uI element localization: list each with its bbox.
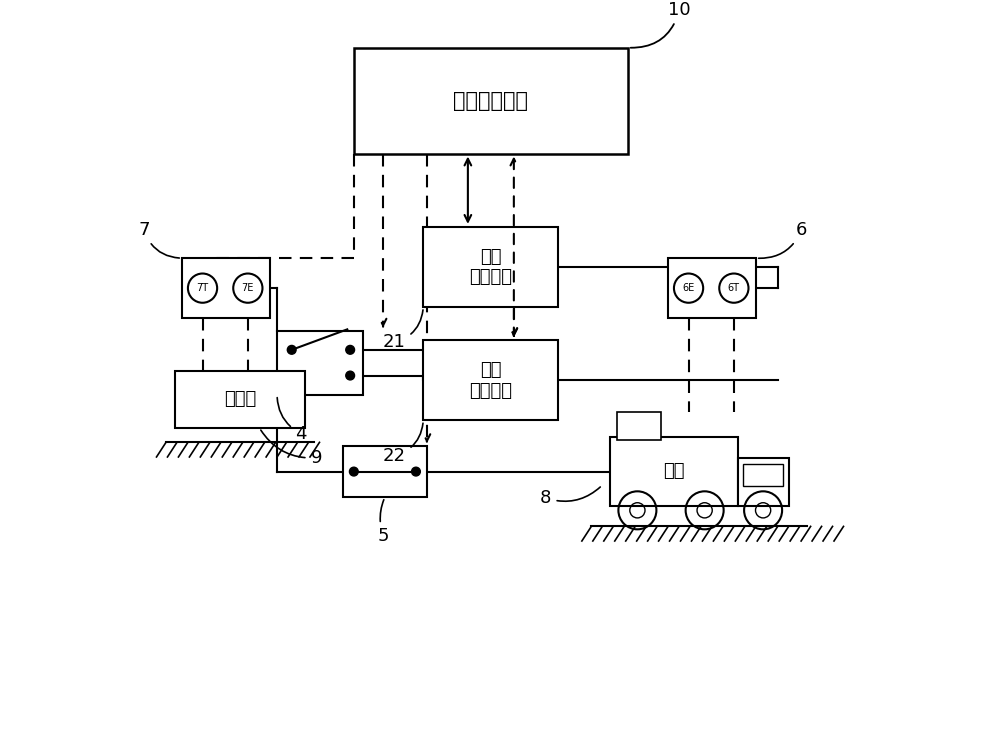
Bar: [668, 258, 756, 318]
Circle shape: [412, 467, 420, 476]
Text: 7E: 7E: [242, 283, 254, 293]
Text: 6E: 6E: [682, 283, 695, 293]
Bar: [423, 227, 558, 307]
Bar: [738, 459, 789, 506]
Text: 8: 8: [540, 487, 600, 507]
Circle shape: [349, 467, 358, 476]
Text: 10: 10: [631, 1, 691, 47]
Circle shape: [346, 346, 355, 354]
Text: 4: 4: [277, 398, 307, 443]
Text: 6: 6: [759, 221, 807, 258]
Text: 7: 7: [138, 221, 179, 258]
Text: 5: 5: [378, 499, 389, 545]
Text: 6T: 6T: [728, 283, 740, 293]
Bar: [610, 436, 738, 506]
Bar: [175, 371, 305, 427]
Bar: [343, 446, 427, 497]
Bar: [423, 340, 558, 421]
Text: 7T: 7T: [196, 283, 209, 293]
Bar: [182, 258, 270, 318]
Text: 接地体: 接地体: [224, 390, 256, 408]
Text: 22: 22: [383, 423, 423, 464]
Bar: [617, 413, 661, 440]
Text: 21: 21: [383, 310, 423, 352]
Circle shape: [346, 371, 355, 380]
Bar: [277, 330, 363, 395]
Circle shape: [287, 346, 296, 354]
Text: 9: 9: [261, 430, 322, 467]
Text: 中央处理单元: 中央处理单元: [453, 91, 528, 111]
Text: 电容
检测单元: 电容 检测单元: [469, 361, 512, 400]
Bar: [354, 47, 628, 154]
Bar: [743, 464, 783, 486]
Text: 电阻
检测单元: 电阻 检测单元: [469, 248, 512, 286]
Text: 罐体: 罐体: [663, 462, 684, 480]
